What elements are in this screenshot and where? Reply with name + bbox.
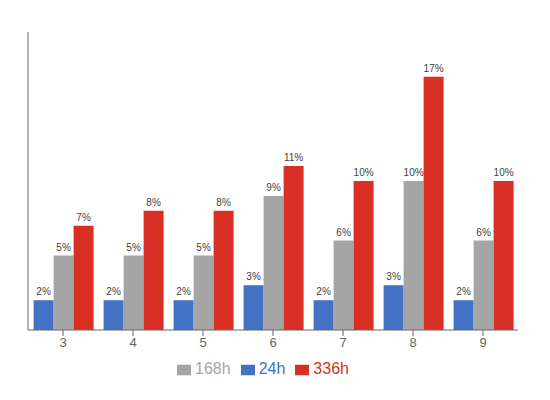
svg-text:3%: 3%	[246, 271, 261, 282]
svg-text:5%: 5%	[196, 242, 211, 253]
svg-text:6: 6	[269, 335, 276, 350]
svg-text:10%: 10%	[494, 167, 514, 178]
svg-text:5%: 5%	[56, 242, 71, 253]
svg-text:2%: 2%	[456, 286, 471, 297]
svg-text:9%: 9%	[266, 182, 281, 193]
svg-text:7%: 7%	[76, 212, 91, 223]
svg-text:17%: 17%	[424, 63, 444, 74]
svg-text:8: 8	[409, 335, 416, 350]
svg-text:8%: 8%	[216, 197, 231, 208]
svg-text:6%: 6%	[476, 227, 491, 238]
svg-text:3%: 3%	[386, 271, 401, 282]
svg-text:2%: 2%	[176, 286, 191, 297]
svg-text:2%: 2%	[106, 286, 121, 297]
html-text:336h: 336h	[313, 360, 349, 377]
svg-text:9: 9	[479, 335, 486, 350]
svg-text:7: 7	[339, 335, 346, 350]
svg-text:11%: 11%	[284, 152, 303, 163]
svg-text:5%: 5%	[126, 242, 141, 253]
svg-text:2%: 2%	[36, 286, 51, 297]
svg-text:10%: 10%	[354, 167, 374, 178]
svg-text:5: 5	[199, 335, 206, 350]
svg-text:8%: 8%	[146, 197, 161, 208]
svg-text:6%: 6%	[336, 227, 351, 238]
html-text:24h: 24h	[258, 360, 286, 377]
svg-text:10%: 10%	[404, 167, 424, 178]
svg-text:4: 4	[129, 335, 136, 350]
html-text:168h: 168h	[195, 360, 231, 377]
svg-text:2%: 2%	[316, 286, 331, 297]
svg-text:3: 3	[59, 335, 66, 350]
